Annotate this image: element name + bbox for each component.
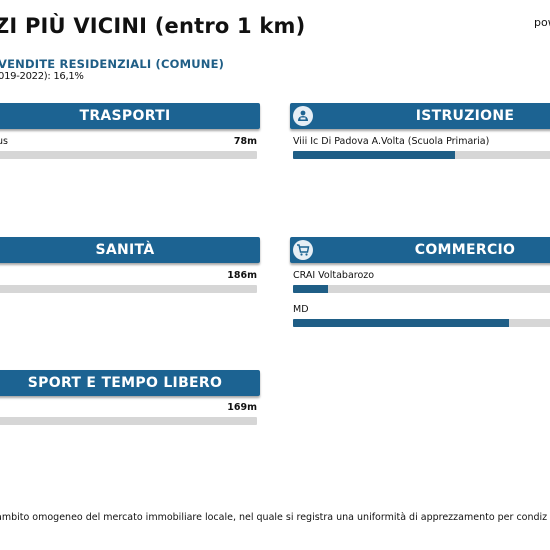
sanita-item-distance: 186m bbox=[227, 270, 257, 281]
istruzione-item-bar bbox=[293, 151, 550, 159]
istruzione-item-label: Viii Ic Di Padova A.Volta (Scuola Primar… bbox=[293, 136, 490, 147]
panel-title-trasporti: TRASPORTI bbox=[79, 108, 171, 124]
school-icon bbox=[293, 106, 313, 126]
footnote-line-2: i bbox=[0, 524, 547, 537]
panel-header-trasporti: TRASPORTI bbox=[0, 103, 260, 129]
commercio-item-bar-1 bbox=[293, 285, 550, 293]
panel-title-sanita: SANITÀ bbox=[95, 242, 155, 258]
panel-header-istruzione: ISTRUZIONE bbox=[290, 103, 550, 129]
panel-title-commercio: COMMERCIO bbox=[414, 242, 516, 258]
trasporti-item-distance: 78m bbox=[233, 136, 257, 147]
commercio-item-bar-fill-1 bbox=[293, 285, 329, 293]
commercio-item-label-2: MD bbox=[293, 304, 309, 315]
trasporti-item-bar bbox=[0, 151, 257, 159]
sanita-item-bar bbox=[0, 285, 257, 293]
page-title: ZI PIÙ VICINI (entro 1 km) bbox=[0, 14, 306, 38]
trasporti-item-label: us bbox=[0, 136, 8, 147]
istruzione-item-bar-fill bbox=[293, 151, 455, 159]
commercio-item-bar-2 bbox=[293, 319, 550, 327]
footnote-line-1: ambito omogeneo del mercato immobiliare … bbox=[0, 512, 548, 523]
commercio-item-label-1: CRAI Voltabarozo bbox=[293, 270, 375, 281]
shopping-cart-icon bbox=[293, 240, 313, 260]
panel-header-sanita: SANITÀ bbox=[0, 237, 260, 263]
section-subtitle-detail: 2019-2022): 16,1% bbox=[0, 71, 84, 82]
footnote: ambito omogeneo del mercato immobiliare … bbox=[0, 511, 547, 537]
panel-title-istruzione: ISTRUZIONE bbox=[415, 108, 515, 124]
panel-title-sport: SPORT E TEMPO LIBERO bbox=[27, 375, 223, 391]
panel-header-commercio: COMMERCIO bbox=[290, 237, 550, 263]
powered-by-text: pow bbox=[534, 16, 550, 29]
sport-item-distance: 169m bbox=[227, 402, 257, 413]
section-subtitle: VENDITE RESIDENZIALI (COMUNE) bbox=[0, 57, 225, 71]
commercio-item-bar-fill-2 bbox=[293, 319, 509, 327]
sport-item-bar bbox=[0, 417, 257, 425]
panel-header-sport: SPORT E TEMPO LIBERO bbox=[0, 370, 260, 396]
